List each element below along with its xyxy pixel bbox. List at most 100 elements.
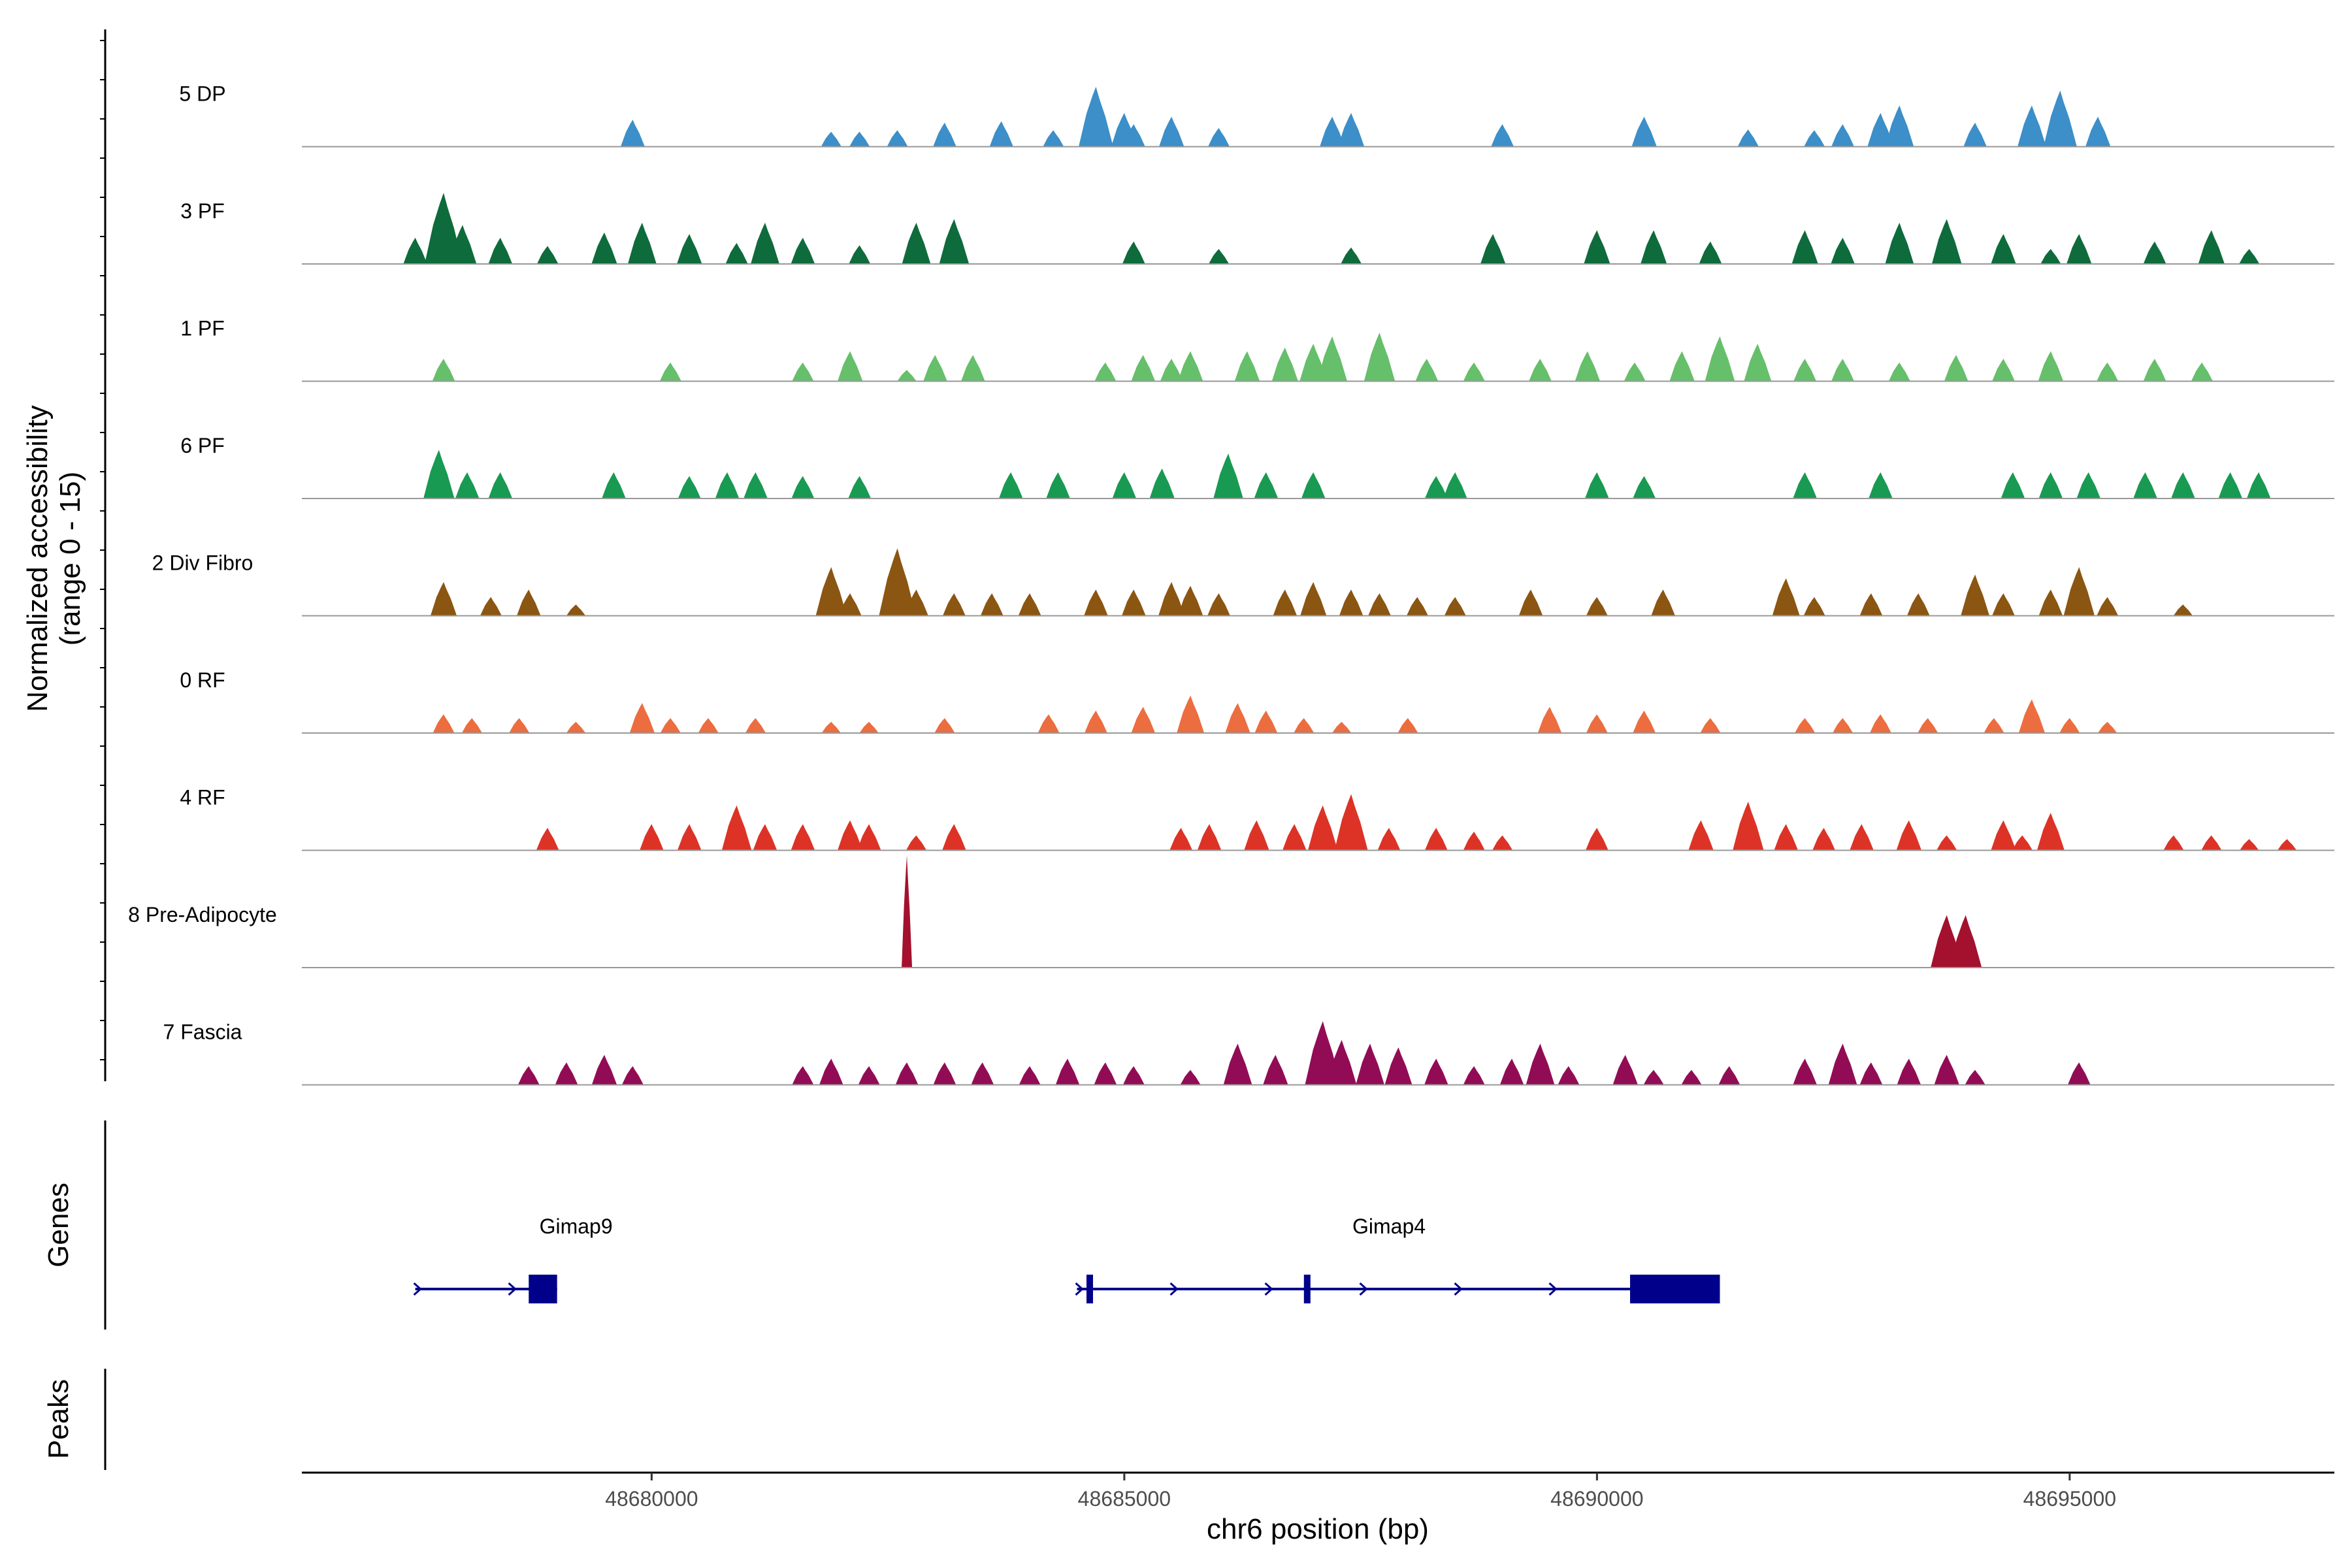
coverage-peak: [1254, 710, 1278, 733]
coverage-peak: [640, 824, 664, 851]
coverage-peak: [859, 721, 879, 733]
coverage-peak: [2040, 249, 2061, 264]
coverage-peak: [516, 589, 541, 616]
coverage-peak: [821, 721, 841, 733]
coverage-peak: [1159, 116, 1184, 147]
coverage-peak: [1612, 1054, 1638, 1085]
coverage-peak: [998, 472, 1023, 498]
coverage-peak: [1223, 1043, 1252, 1085]
coverage-peak: [933, 122, 956, 147]
coverage-peak: [745, 718, 766, 733]
coverage-peak: [403, 237, 427, 264]
track-3-pf: [302, 193, 2334, 265]
gene-gimap9: Gimap9: [413, 1215, 613, 1303]
coverage-peak: [1094, 362, 1117, 382]
coverage-peak: [2201, 835, 2222, 851]
coverage-peak: [1122, 1066, 1145, 1085]
coverage-peak: [1885, 105, 1914, 147]
coverage-peak: [1208, 249, 1230, 264]
coverage-peak: [923, 355, 947, 382]
coverage-peak: [424, 193, 463, 264]
track-label: 5 DP: [179, 82, 225, 106]
coverage-peak: [1885, 222, 1914, 264]
coverage-peak: [1037, 714, 1060, 733]
coverage-peak: [566, 604, 586, 616]
coverage-peak: [2246, 472, 2271, 498]
coverage-peak: [1831, 237, 1855, 264]
coverage-peak: [620, 120, 645, 147]
track-8-pre-adipocyte: [302, 855, 2334, 968]
coverage-peak: [1681, 1070, 1702, 1085]
coverage-peak: [906, 835, 927, 851]
strand-arrow: [413, 1282, 422, 1296]
coverage-peak: [1158, 581, 1185, 616]
coverage-peak: [721, 805, 752, 851]
coverage-peak: [1282, 824, 1307, 851]
coverage-peak: [1094, 1062, 1117, 1085]
coverage-peak: [858, 1066, 880, 1085]
coverage-peak: [1320, 116, 1345, 147]
coverage-peak: [1424, 1058, 1448, 1085]
coverage-peak: [1018, 593, 1041, 616]
coverage-peak: [1961, 574, 1990, 616]
coverage-peak: [2063, 566, 2095, 616]
track-5-dp: [302, 86, 2334, 148]
track-7-fascia: [302, 1021, 2334, 1086]
coverage-peak: [961, 355, 985, 382]
coverage-peak: [715, 472, 740, 498]
coverage-peak: [1491, 124, 1514, 147]
coverage-peak: [1633, 710, 1656, 733]
coverage-peak: [1984, 718, 2004, 733]
coverage-peak: [1112, 472, 1137, 498]
coverage-peak: [1918, 718, 1938, 733]
coverage-peak: [1254, 472, 1279, 498]
coverage-peak: [902, 222, 931, 264]
coverage-peak: [1356, 1043, 1384, 1085]
coverage-peak: [1718, 1066, 1740, 1085]
coverage-peak: [980, 593, 1004, 616]
coverage-peak: [1859, 1062, 1883, 1085]
gene-exon: [1303, 1275, 1311, 1303]
coverage-peak: [2038, 589, 2063, 616]
coverage-peak: [660, 718, 681, 733]
coverage-peak: [1803, 596, 1825, 616]
coverage-peak: [2098, 721, 2117, 733]
coverage-peak: [555, 1062, 578, 1085]
coverage-peak: [1950, 915, 1982, 968]
coverage-peak: [1177, 351, 1203, 382]
coverage-peak: [1643, 1070, 1664, 1085]
coverage-peak: [1992, 593, 2015, 616]
coverage-peak: [1888, 362, 1910, 382]
coverage-peak: [1444, 596, 1466, 616]
coverage-peak: [1317, 336, 1348, 382]
coverage-peak: [1463, 1066, 1485, 1085]
coverage-peak: [1197, 824, 1222, 851]
coverage-peak: [591, 1054, 617, 1085]
coverage-peak: [821, 131, 841, 147]
coverage-peak: [2239, 249, 2260, 264]
coverage-peak: [934, 718, 955, 733]
coverage-peak: [1832, 718, 1854, 733]
coverage-peak: [792, 1066, 814, 1085]
coverage-peak: [1906, 593, 1930, 616]
coverage-peak: [566, 721, 586, 733]
coverage-peak: [1772, 578, 1800, 616]
coverage-peak: [751, 222, 779, 264]
coverage-peak: [1831, 359, 1854, 382]
coverage-peak: [629, 703, 655, 733]
gene-gimap4: Gimap4: [1075, 1215, 1720, 1303]
coverage-peak: [2191, 362, 2213, 382]
coverage-peak: [2038, 351, 2064, 382]
coverage-peak: [1085, 710, 1107, 733]
coverage-peak: [677, 234, 702, 264]
coverage-peak: [536, 828, 559, 851]
coverage-peak: [1641, 230, 1667, 264]
coverage-peak: [2097, 362, 2119, 382]
x-tick-label: 48695000: [2023, 1487, 2116, 1511]
gene-exon: [1086, 1275, 1093, 1303]
coverage-peak: [1480, 234, 1506, 264]
y-axis-title: Normalized accessibility: [22, 405, 54, 711]
strand-arrow: [1169, 1282, 1179, 1296]
coverage-peak: [1669, 351, 1695, 382]
coverage-peak: [857, 824, 881, 851]
